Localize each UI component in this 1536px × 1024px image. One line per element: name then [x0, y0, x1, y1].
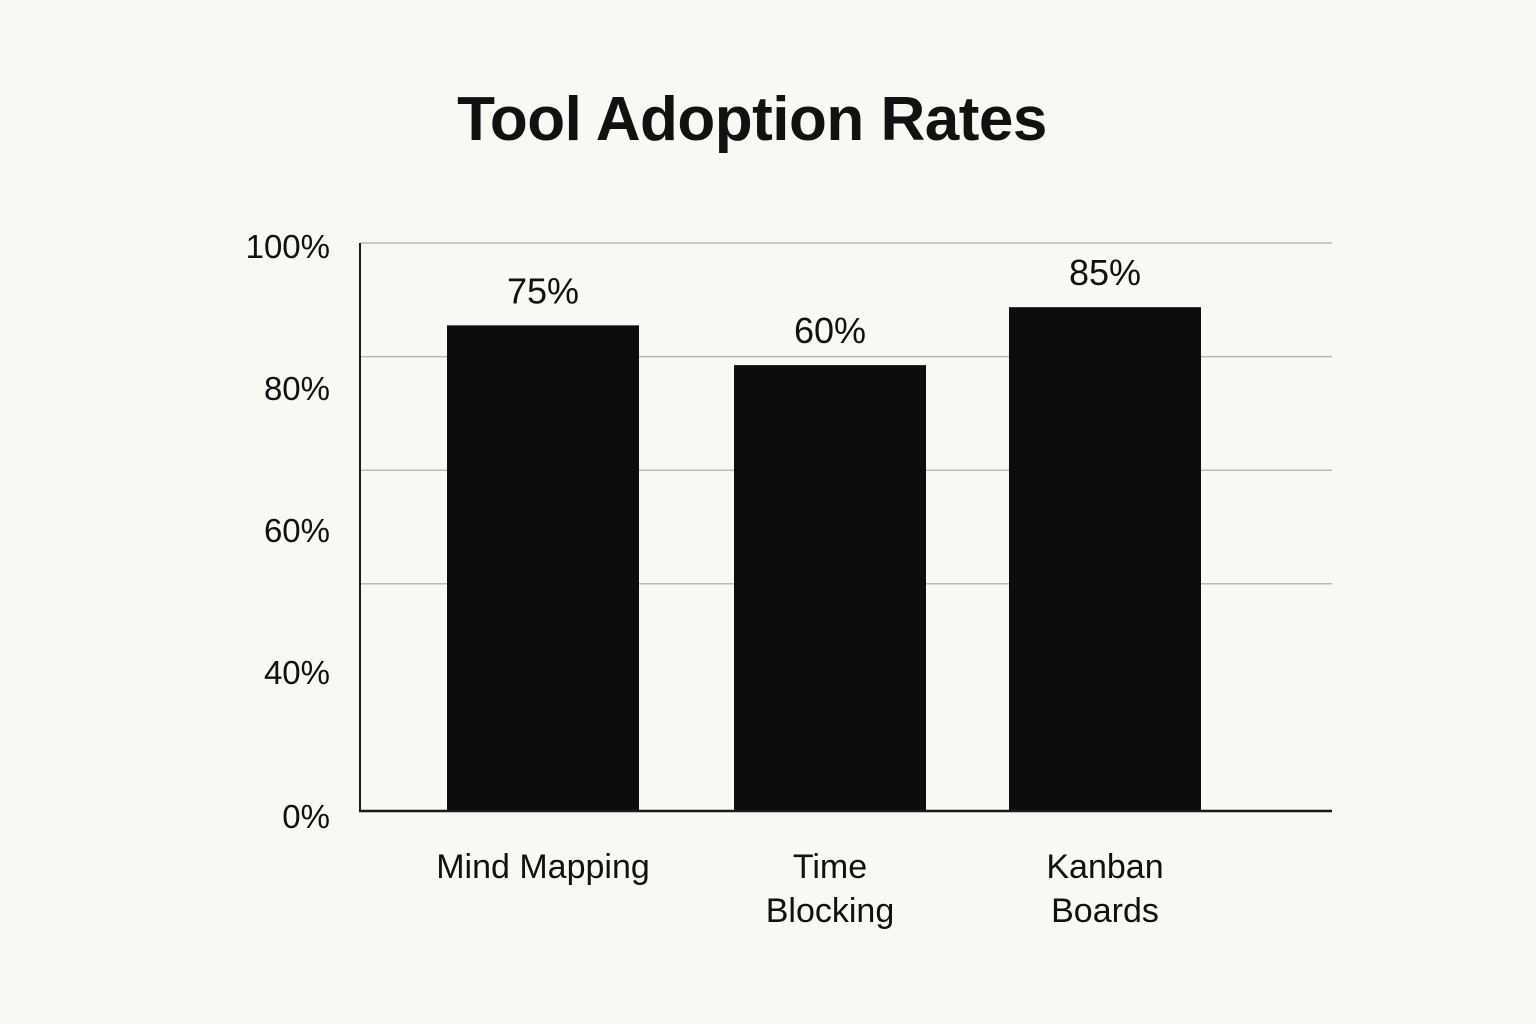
bars	[447, 307, 1201, 811]
labels: 100% 80% 60% 40% 0% 75% Mind Mapping 60% Time Blo…	[246, 228, 1164, 930]
y-tick-label: 60%	[264, 512, 330, 549]
x-category-label: Time	[793, 848, 867, 886]
bar-value-label: 75%	[507, 270, 579, 311]
x-category-label: Boards	[1051, 892, 1159, 930]
bar-mind-mapping	[447, 325, 639, 811]
bar-time-blocking	[734, 365, 926, 811]
y-tick-label: 40%	[264, 654, 330, 691]
axes	[359, 243, 1332, 813]
y-tick-label: 100%	[246, 228, 330, 265]
y-tick-label: 80%	[264, 370, 330, 407]
x-category-label: Mind Mapping	[436, 848, 650, 886]
chart-title: Tool Adoption Rates	[457, 85, 1047, 154]
x-category-label: Blocking	[766, 892, 895, 930]
y-tick-label: 0%	[282, 798, 330, 835]
bar-value-label: 85%	[1069, 252, 1141, 293]
bar-kanban-boards	[1009, 307, 1201, 811]
x-category-label: Kanban	[1046, 848, 1163, 886]
bar-value-label: 60%	[794, 310, 866, 351]
